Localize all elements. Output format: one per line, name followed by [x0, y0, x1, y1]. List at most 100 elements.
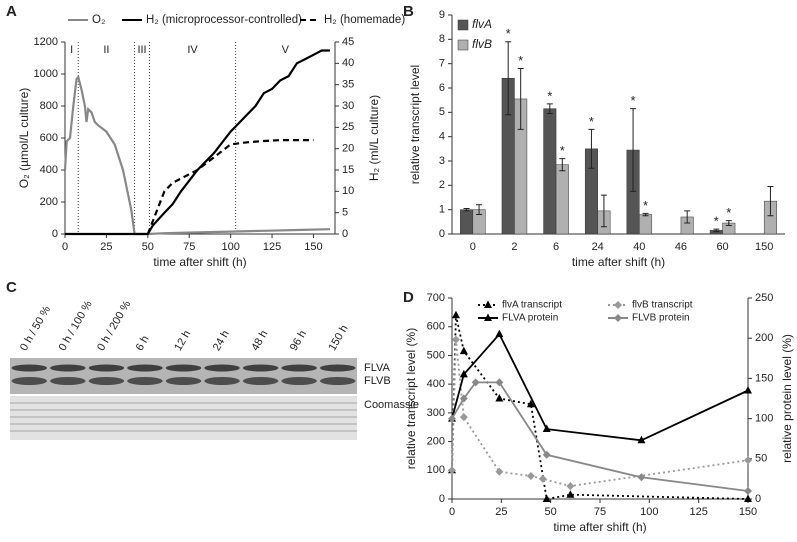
error-bar	[767, 186, 774, 217]
band	[281, 377, 317, 385]
significance: *	[714, 214, 719, 229]
band-label: FLVA	[364, 362, 391, 374]
point	[526, 472, 535, 481]
y-tick-label: 6	[439, 82, 445, 94]
y2-tick-label: 20	[342, 143, 354, 155]
x-tick-label: 50	[545, 506, 557, 518]
y2-tick-label: 50	[755, 453, 767, 465]
y-tick-label: 800	[40, 100, 58, 112]
point	[448, 466, 456, 475]
point	[495, 467, 504, 476]
series-line	[451, 339, 749, 488]
y-tick-label: 5	[439, 106, 445, 118]
y-tick-label: 8	[439, 33, 445, 45]
blot	[10, 358, 357, 394]
lane-label: 0 h / 100 %	[57, 299, 95, 353]
y-tick-label: 0	[52, 228, 58, 240]
y-tick-label: 600	[427, 321, 445, 333]
legend-label: flvA transcript	[502, 300, 562, 311]
lane-label: 0 h / 200 %	[95, 299, 133, 353]
y2-tick-label: 250	[755, 292, 773, 304]
y-tick-label: 9	[439, 9, 445, 21]
error-bar	[476, 204, 483, 216]
point	[744, 385, 752, 394]
band	[88, 364, 125, 372]
legend-label: O₂	[92, 14, 105, 26]
phase-label: III	[137, 44, 146, 56]
band	[319, 377, 356, 385]
x-axis-label: time after shift (h)	[572, 255, 665, 269]
y-tick-label: 4	[439, 131, 445, 143]
y-tick-label: 0	[439, 228, 445, 240]
lane-label: 24 h	[211, 328, 232, 353]
phase-label: IV	[187, 44, 198, 56]
point	[526, 399, 535, 408]
error-bar	[588, 128, 595, 169]
band	[11, 377, 48, 385]
gel-band	[10, 402, 357, 404]
point	[566, 482, 575, 491]
y-tick-label: 2	[439, 179, 445, 191]
x-tick-label: 125	[263, 241, 281, 253]
x-tick-label: 150	[755, 241, 773, 253]
error-bar	[684, 210, 691, 224]
y2-tick-label: 45	[342, 36, 354, 48]
y2-tick-label: 30	[342, 100, 354, 112]
point	[744, 486, 752, 495]
x-tick-label: 40	[633, 241, 645, 253]
band	[11, 364, 48, 372]
series-line	[63, 75, 331, 236]
gel-band	[10, 423, 357, 425]
band	[127, 377, 163, 385]
bar	[543, 108, 557, 235]
point	[448, 414, 456, 423]
error-bar	[600, 194, 607, 228]
y-tick-label: 1200	[34, 36, 58, 48]
y2-tick-label: 100	[755, 413, 773, 425]
band	[165, 377, 202, 385]
lane-label: 6 h	[134, 334, 152, 353]
band	[50, 377, 86, 385]
legend-label: FLVB protein	[632, 313, 690, 324]
y2-tick-label: 10	[342, 185, 354, 197]
point	[542, 424, 551, 433]
significance: *	[518, 53, 523, 68]
band	[88, 377, 125, 385]
y2-axis-label: relative protein level (%)	[780, 334, 794, 463]
gel-band	[10, 416, 357, 418]
bar	[555, 164, 569, 235]
series-line	[451, 315, 749, 501]
point	[566, 490, 575, 498]
y2-axis-label: H₂ (ml/L culture)	[367, 95, 381, 181]
band	[319, 364, 356, 372]
point	[471, 378, 480, 387]
point	[459, 413, 468, 422]
point	[614, 314, 622, 322]
legend-label: flvB	[472, 37, 492, 51]
y-tick-label: 0	[439, 493, 445, 505]
y2-tick-label: 5	[342, 207, 348, 219]
significance: *	[726, 205, 731, 220]
y2-tick-label: 25	[342, 121, 354, 133]
legend-label: H₂ (homemade)	[324, 14, 405, 26]
y-axis-label: relative transcript level (%)	[404, 328, 418, 469]
error-bar	[505, 41, 512, 116]
x-tick-label: 100	[640, 506, 658, 518]
x-tick-label: 24	[592, 241, 604, 253]
x-tick-label: 25	[100, 241, 112, 253]
y-tick-label: 1	[439, 204, 445, 216]
band	[242, 377, 279, 385]
series-line	[146, 139, 314, 235]
lane-label: 150 h	[326, 323, 350, 353]
point	[495, 378, 504, 387]
y-tick-label: 300	[427, 407, 445, 419]
legend-label: FLVA protein	[502, 313, 558, 324]
y2-tick-label: 200	[755, 332, 773, 344]
band-label: FLVB	[364, 375, 391, 387]
error-bar	[630, 108, 637, 192]
error-bar	[713, 228, 720, 233]
y-tick-label: 200	[40, 196, 58, 208]
y-tick-label: 400	[40, 164, 58, 176]
x-tick-label: 150	[304, 241, 322, 253]
